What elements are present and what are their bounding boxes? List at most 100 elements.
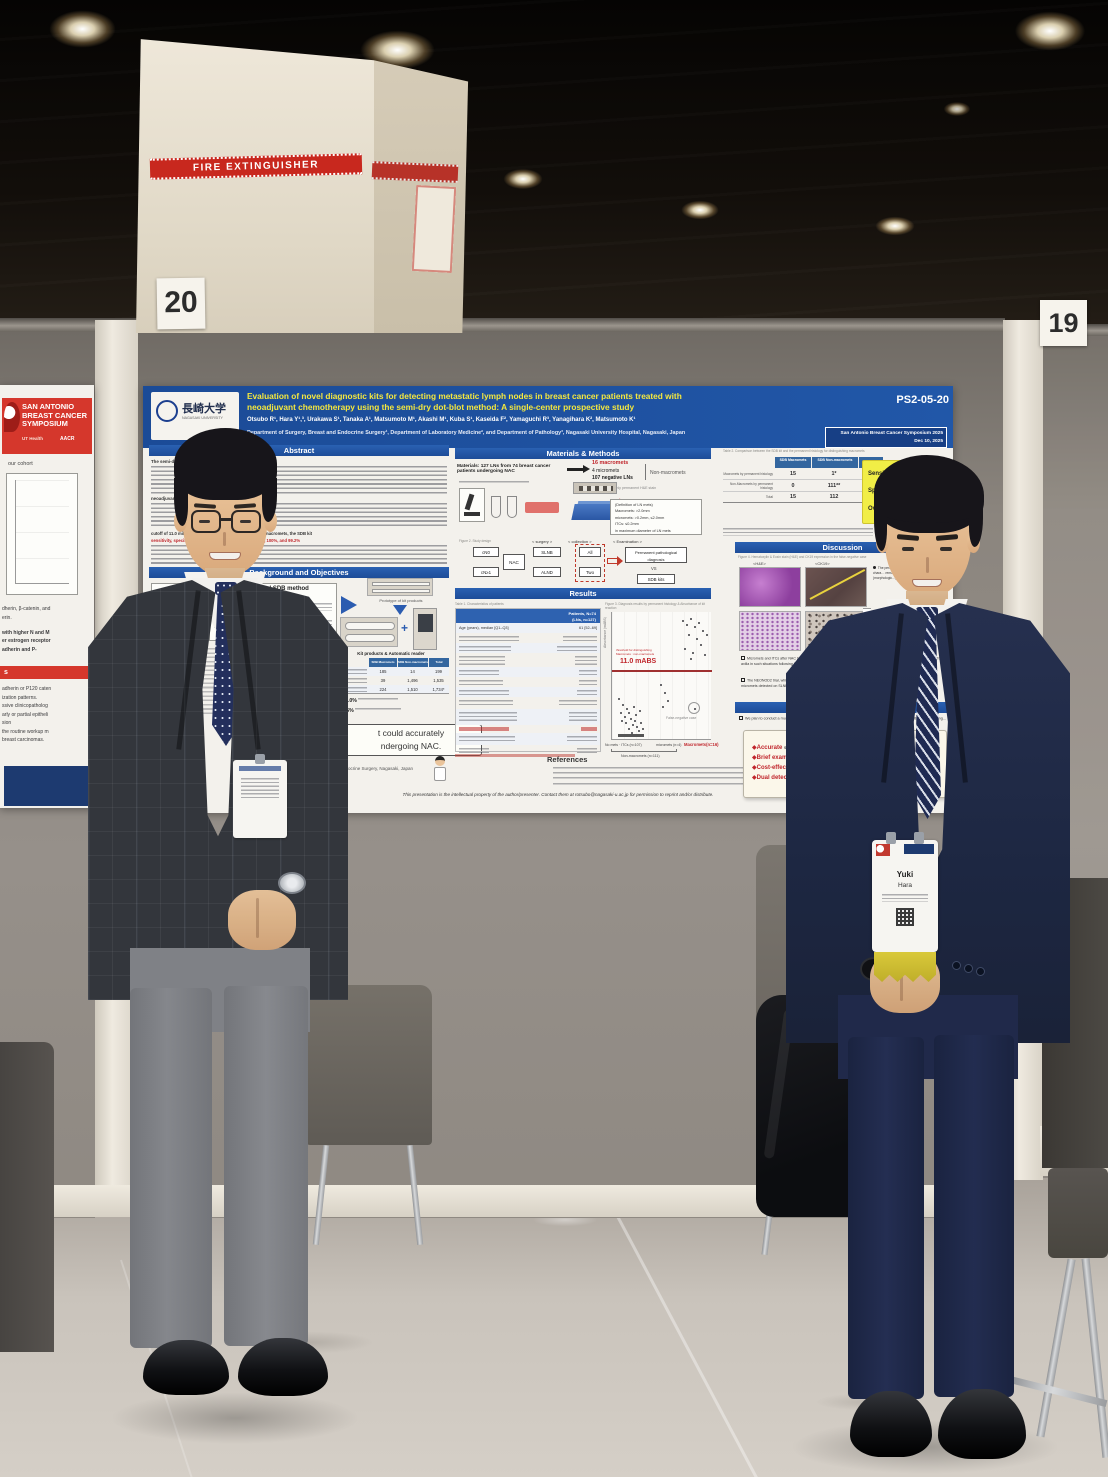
trouser-leg xyxy=(848,1037,924,1399)
def-line: in maximum diameter of LN mets xyxy=(615,528,671,533)
bracket xyxy=(611,749,677,752)
figure3-scatter-plot: Absorbance (mABS) threshold for distingu… xyxy=(603,612,712,740)
sabcs-ribbon-logo xyxy=(4,402,20,432)
text-fragment: adherin or P120 caten xyxy=(2,686,52,692)
table-cell: 1,510 xyxy=(407,686,418,692)
table1-title: Table 1. Characteristics of patients xyxy=(455,602,504,606)
table-cell: 224 xyxy=(379,686,387,692)
false-negative-annotation: False-negative case xyxy=(666,716,697,720)
chair-center-left-back xyxy=(306,985,432,1145)
badge-last-name: Hara xyxy=(897,882,913,889)
shoe xyxy=(850,1391,932,1457)
trouser-leg xyxy=(130,988,212,1348)
badge-blue-band xyxy=(904,844,934,854)
flow-cn1-box: cN≥1 xyxy=(473,567,499,577)
box-line: ndergoing NAC. xyxy=(380,740,442,751)
badge-clip xyxy=(255,754,265,764)
poster-footer: This presentation is the intellectual pr… xyxy=(402,792,714,797)
badge-qr-code xyxy=(896,908,914,926)
left-sabcs-poster: SAN ANTONIO BREAST CANCER SYMPOSIUM UT H… xyxy=(0,385,94,808)
hne-note: diagnosed by only permanent H&E stain xyxy=(592,486,657,490)
histology-he-low xyxy=(739,567,801,607)
badge-sabcs-logo xyxy=(876,844,890,856)
table-cell: 1,734* xyxy=(432,686,445,692)
table1-footnote xyxy=(455,754,575,757)
eye xyxy=(902,547,914,551)
he-label: <H&E> xyxy=(753,561,766,566)
kit-cassette xyxy=(345,622,395,630)
hand-line xyxy=(256,898,259,938)
badge-band xyxy=(239,766,281,771)
shoe xyxy=(938,1389,1026,1459)
shoe xyxy=(143,1340,229,1395)
text-fragment: ization patterns. xyxy=(2,694,38,701)
sabcs-sponsor-aacr: AACR xyxy=(60,436,75,442)
poster-title-line1: Evaluation of novel diagnostic kits for … xyxy=(247,391,682,401)
name-badge: Yuki Hara xyxy=(872,832,938,952)
section-results-label: Results xyxy=(569,589,597,598)
arrow-line xyxy=(567,468,583,471)
col-header: SDB Macromets xyxy=(775,457,811,468)
table2-title: Table 2. Comparison between the SDB kit … xyxy=(723,449,865,453)
prototype-label: Prototype of kit products xyxy=(379,598,423,603)
poster-title-line2: neoadjuvant chemotherapy using the semi-… xyxy=(247,401,635,412)
hands-clasped xyxy=(228,890,296,950)
badge-text-blur xyxy=(882,894,928,902)
down-arrow-icon xyxy=(393,605,407,615)
smile xyxy=(912,579,942,587)
trouser-leg xyxy=(934,1035,1014,1397)
flow-collection-outline xyxy=(575,544,605,582)
nose xyxy=(926,557,929,573)
text-fragment: the routine workup m xyxy=(2,728,49,735)
ceiling-light xyxy=(870,214,920,238)
text-fragment: adherin and P- xyxy=(2,647,37,653)
sabcs-sponsor-uthealth: UT Health xyxy=(22,436,44,441)
flow-two-box: Two xyxy=(579,567,601,577)
section-abstract: Abstract xyxy=(149,445,449,456)
references-list xyxy=(553,767,883,787)
stall-number-20: 20 xyxy=(164,285,198,320)
sabcs-logo-line2: BREAST CANCER xyxy=(22,410,88,420)
stall-number-19-sign: 19 xyxy=(1040,300,1087,346)
kit-products-label: Kit products & Automatic reader xyxy=(357,651,425,656)
hair-side xyxy=(969,499,983,547)
ceiling-light xyxy=(676,198,724,222)
avatar-body xyxy=(434,767,446,781)
text-fragment: ssive clinicopatholog xyxy=(2,703,48,709)
protein-extraction-chip xyxy=(525,502,559,513)
hair-side xyxy=(174,478,188,526)
negative-count: 107 negative LNs xyxy=(592,475,633,481)
fire-sign-wrap xyxy=(371,161,459,183)
sabcs-logo-text: SAN ANTONIO BREAST CANCER SYMPOSIUM xyxy=(22,402,92,429)
hair-side xyxy=(262,478,277,522)
smile xyxy=(209,552,241,560)
badge-clip xyxy=(886,832,896,844)
threshold-line xyxy=(612,670,712,672)
ceiling-light xyxy=(1005,6,1095,56)
box-line: t could accurately xyxy=(377,728,445,738)
tube-icon xyxy=(491,496,501,518)
left-poster-fragments: dherin, β-catenin, and erin. with higher… xyxy=(2,605,92,655)
poster-affiliation: Department of Surgery, Breast and Endocr… xyxy=(247,430,686,436)
ceiling-light xyxy=(498,166,548,192)
flow-surgery-label: < surgery > xyxy=(532,539,553,544)
col-header: Total xyxy=(429,658,449,667)
section-discussion-label: Discussion xyxy=(822,543,863,552)
poster-title: Evaluation of novel diagnostic kits for … xyxy=(247,391,837,413)
eye xyxy=(199,520,210,523)
shoe xyxy=(238,1338,328,1396)
section-background: Background and Objectives xyxy=(149,567,449,578)
eye xyxy=(940,547,952,551)
symposium-date-box: San Antonio Breast Cancer Symposium 2025… xyxy=(825,427,947,448)
text-fragment: er estrogen receptor xyxy=(2,638,51,645)
def-line: micromets: >0.2mm, ≤2.0mm xyxy=(615,515,665,520)
sleeve-button xyxy=(976,967,985,976)
symposium-date: Dec 10, 2025 xyxy=(914,438,943,444)
sleeve-button xyxy=(952,961,961,970)
ln-mets-definition-box: (Definition of LN mets) Macromets: >2.0m… xyxy=(610,499,702,535)
strip-wells xyxy=(579,486,613,491)
hair-side xyxy=(874,499,887,551)
glasses-left-lens xyxy=(191,510,221,533)
sleeve-button xyxy=(964,964,973,973)
